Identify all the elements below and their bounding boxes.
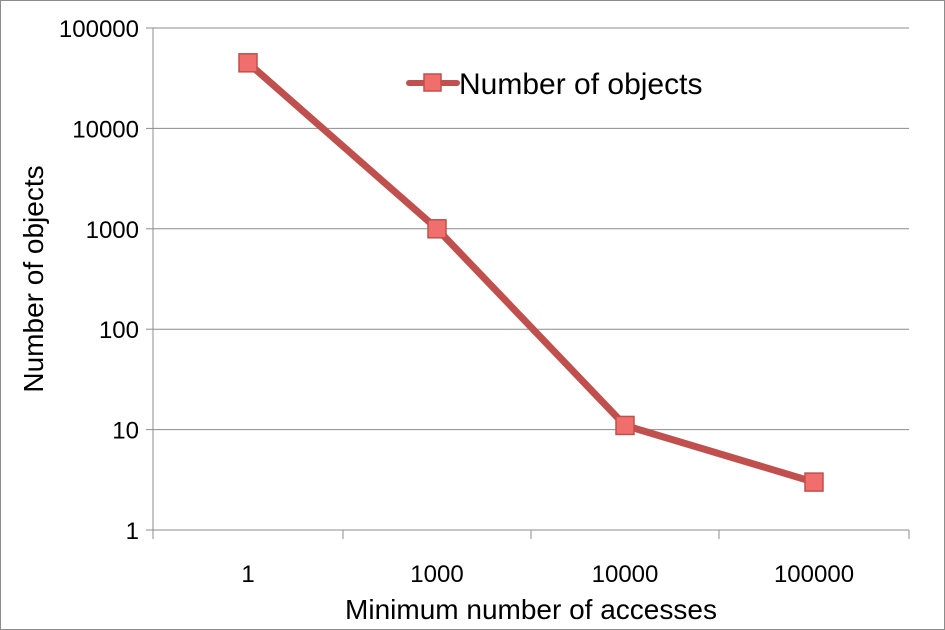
x-tick-label: 1 [241,561,254,588]
y-tick-label: 100000 [59,16,139,43]
data-point-marker [238,53,258,73]
legend-marker-swatch [423,73,442,92]
legend-label: Number of objects [459,68,702,101]
y-tick-labels: 1 10 100 1000 10000 100000 [59,16,139,545]
x-tick-labels: 1 1000 10000 100000 [241,561,854,588]
y-axis-title: Number of objects [18,165,49,392]
y-tick-label: 10000 [72,116,139,143]
x-tick-label: 100000 [774,561,854,588]
x-tick-label: 10000 [592,561,659,588]
legend: Number of objects [406,68,702,101]
axes [152,28,909,531]
x-tick-label: 1000 [410,561,463,588]
data-point-marker [427,219,447,239]
series-line [244,59,818,486]
y-tick-label: 1000 [86,217,139,244]
series-layer [238,53,824,492]
data-point-marker [615,415,635,436]
y-tick-label: 100 [99,317,139,344]
gridlines [146,27,910,539]
y-tick-label: 1 [126,518,139,545]
y-tick-label: 10 [112,418,139,445]
data-point-marker [804,472,824,492]
x-axis-title: Minimum number of accesses [345,594,717,625]
